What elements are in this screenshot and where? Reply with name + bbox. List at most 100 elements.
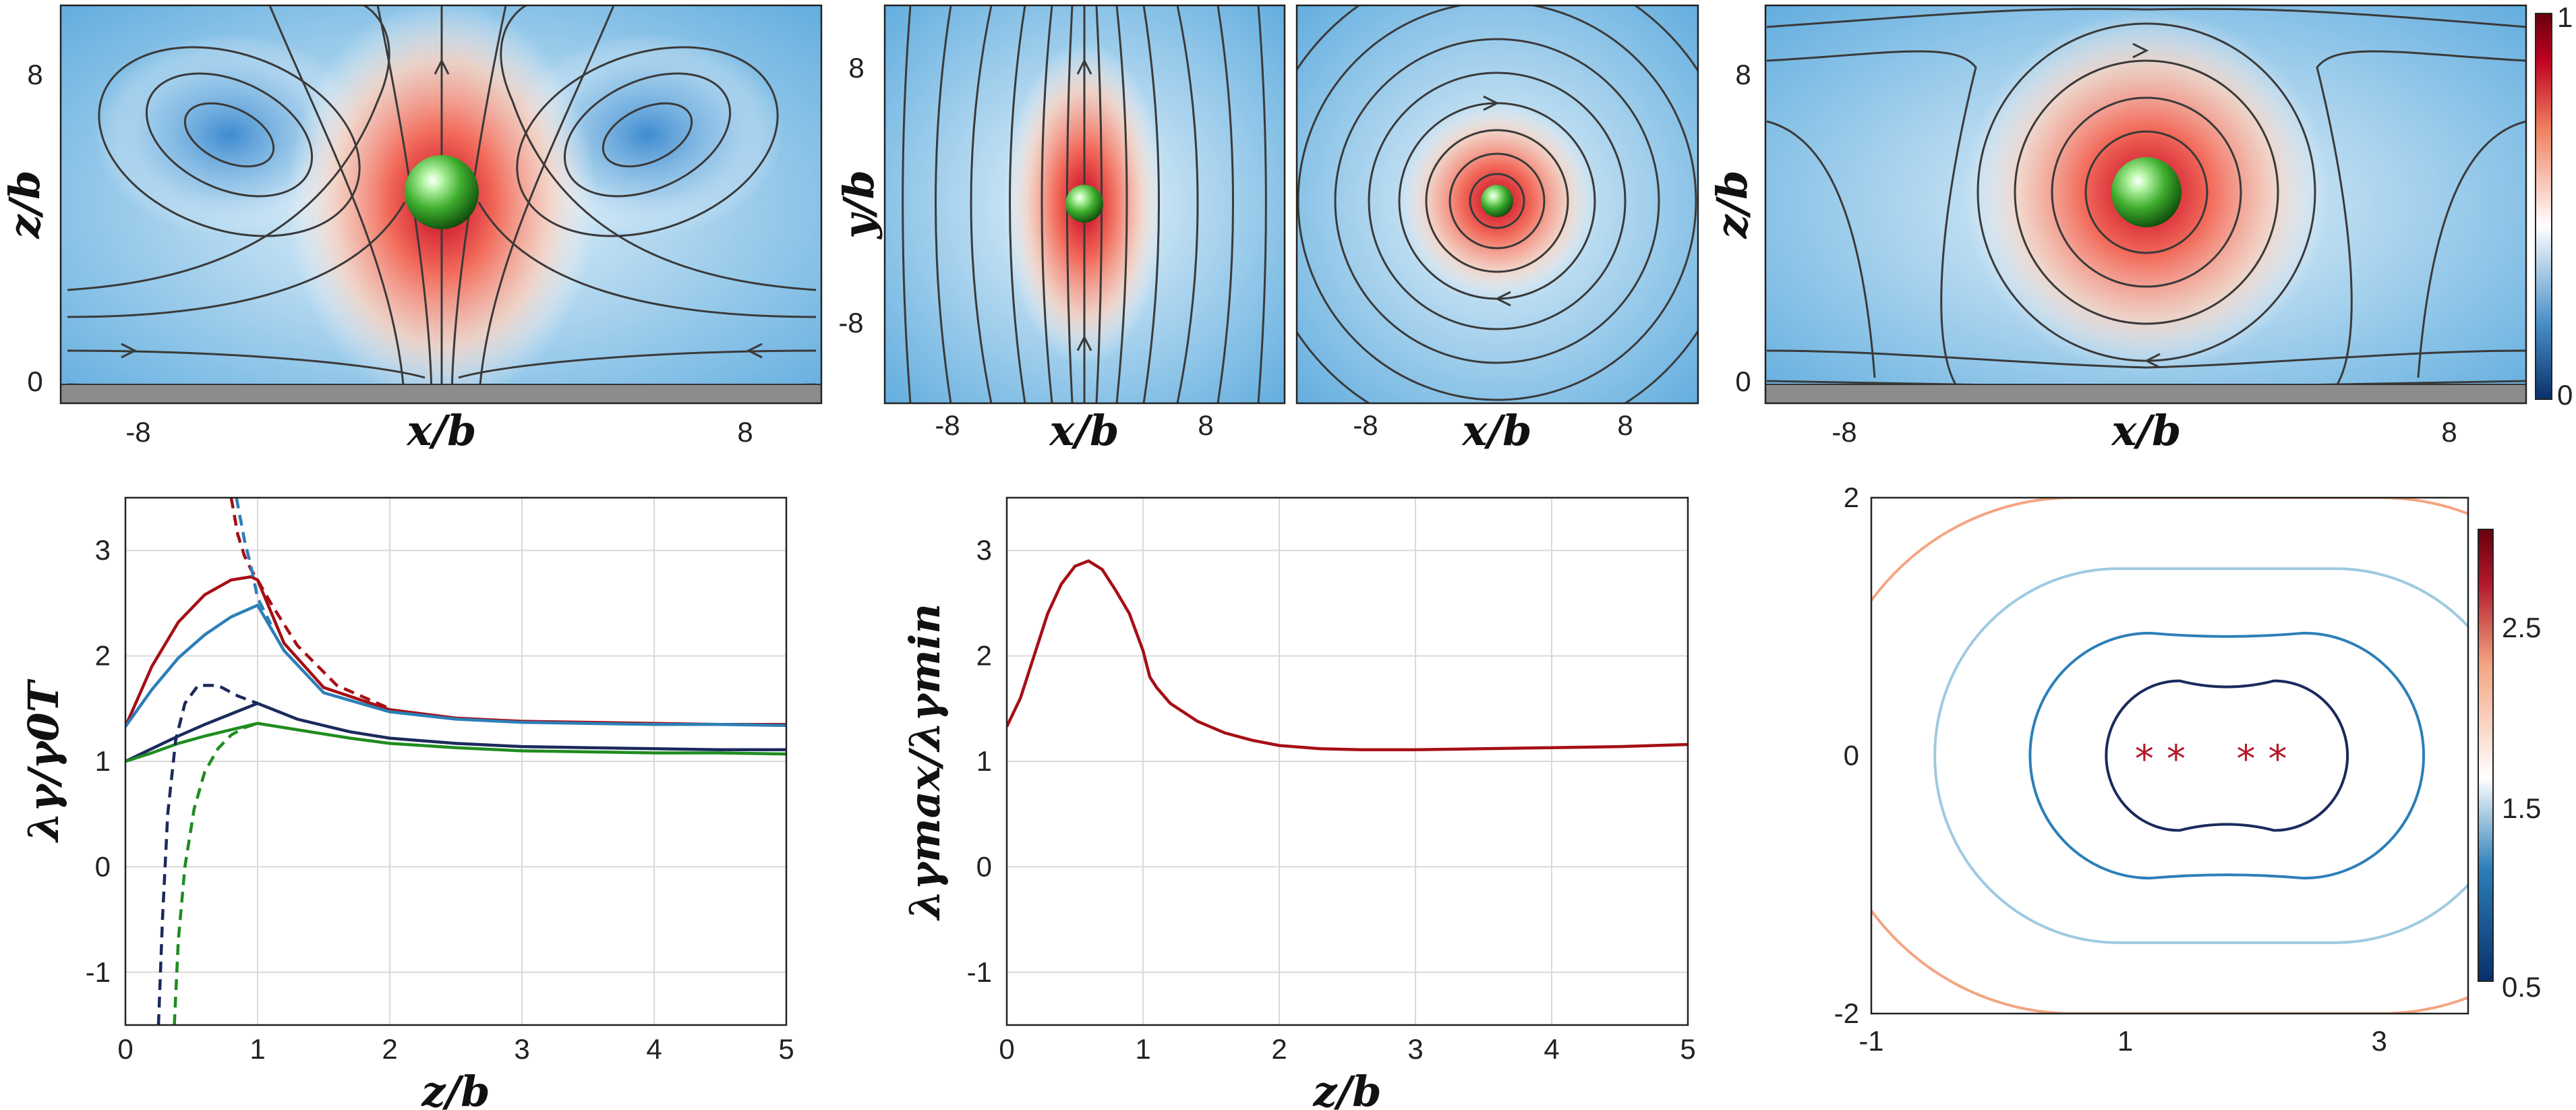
panel-a bbox=[59, 4, 823, 405]
panel-d-xtick-neg8: -8 bbox=[1832, 416, 1856, 448]
panel-f-xlabel: z/b bbox=[1312, 1067, 1381, 1110]
panel-f-xtick: 5 bbox=[1680, 1033, 1695, 1065]
panel-f-xtick: 2 bbox=[1271, 1033, 1287, 1065]
panel-b-ytick-neg8: -8 bbox=[838, 307, 863, 339]
panel-f-ytick: 3 bbox=[976, 534, 992, 566]
panel-d-ytick-0: 0 bbox=[1735, 366, 1751, 397]
panel-b-ytick-8: 8 bbox=[848, 52, 864, 84]
panel-f-ytick: 2 bbox=[976, 640, 992, 672]
panel-g-marker: * bbox=[2135, 738, 2154, 782]
panel-c-arrow bbox=[1494, 291, 1511, 307]
panel-a-arrow bbox=[121, 343, 138, 359]
panel-e-xlabel: z/b bbox=[421, 1067, 490, 1110]
panel-a-frame bbox=[59, 4, 823, 405]
panel-g-colorbar bbox=[2478, 529, 2494, 982]
panel-g-marker: * bbox=[2268, 738, 2287, 782]
panel-e-xtick: 0 bbox=[117, 1033, 133, 1065]
panel-e-series-group bbox=[125, 498, 786, 1025]
panel-f-series-ratio bbox=[1007, 559, 1688, 752]
top-row-labels: 8 0 -8 8 x/b z/b 8 -8 -8 8 x/b y/b -8 8 … bbox=[0, 1, 2573, 455]
panel-a-ylabel: z/b bbox=[0, 170, 49, 239]
panel-f: 0 1 2 3 4 5 -1 0 1 2 3 z/b λγmax/λγmin bbox=[900, 496, 1696, 1110]
panel-g-xtick: -1 bbox=[1858, 1025, 1883, 1057]
panel-g-frame bbox=[1870, 496, 2469, 1015]
panel-f-frame bbox=[1005, 496, 1689, 1026]
panel-e-series-navy bbox=[125, 701, 786, 763]
panel-d-xlabel: x/b bbox=[2111, 406, 2182, 455]
panel-c bbox=[1295, 4, 1699, 405]
panel-e-ytick: 2 bbox=[95, 640, 111, 672]
panel-g-colorbar-tick-1-5: 1.5 bbox=[2502, 792, 2541, 824]
panel-g-colorbar-tick-2-5: 2.5 bbox=[2502, 612, 2541, 643]
panel-e-series-navy-dashed bbox=[156, 684, 258, 1025]
panel-d-colorbar-max: 1 bbox=[2557, 1, 2573, 33]
panel-a-arrow bbox=[434, 58, 450, 75]
panel-e-xtick: 2 bbox=[382, 1033, 397, 1065]
panel-f-xtick: 3 bbox=[1407, 1033, 1423, 1065]
panel-f-ytick: 1 bbox=[976, 745, 992, 777]
panel-d-arrow bbox=[2132, 42, 2149, 59]
panel-e-xtick: 5 bbox=[778, 1033, 794, 1065]
panel-g-ytick: 2 bbox=[1844, 481, 1859, 513]
panel-e-ytick: -1 bbox=[86, 956, 111, 988]
panel-f-series-group bbox=[1007, 559, 1688, 752]
panel-b-arrow bbox=[1076, 58, 1092, 75]
panel-e-ylabel: λγ/γ0T bbox=[19, 679, 68, 844]
panel-b bbox=[883, 4, 1286, 405]
panel-b-streamlines bbox=[902, 5, 1267, 403]
panel-f-ytick: 0 bbox=[976, 850, 992, 882]
panel-d bbox=[1764, 4, 2552, 405]
panel-e-series-dark-red-dashed bbox=[229, 498, 390, 710]
panel-b-xtick-neg8: -8 bbox=[935, 409, 960, 441]
panel-a-xtick-8: 8 bbox=[737, 416, 753, 448]
panel-a-sphere bbox=[405, 155, 479, 229]
panel-f-xtick: 1 bbox=[1135, 1033, 1150, 1065]
panel-d-arrow bbox=[2144, 353, 2161, 369]
panel-a-wall bbox=[61, 384, 821, 403]
panel-a-arrow bbox=[746, 343, 763, 359]
panel-g-contour-level bbox=[2028, 631, 2426, 880]
panel-g-contour-level bbox=[2105, 679, 2349, 832]
panel-a-ytick-0: 0 bbox=[27, 366, 42, 397]
panel-a-streamlines bbox=[67, 5, 817, 403]
panel-g-plot-area bbox=[1871, 498, 2468, 1014]
panel-e: 0 1 2 3 4 5 -1 0 1 2 3 z/b λγ/γ0T bbox=[19, 496, 794, 1110]
panel-d-colorbar bbox=[2535, 13, 2552, 400]
panel-g-marker: * bbox=[2236, 738, 2255, 782]
panel-d-xtick-8: 8 bbox=[2441, 416, 2457, 448]
panel-a-xlabel: x/b bbox=[406, 406, 477, 455]
panel-e-series-green-dashed bbox=[173, 722, 258, 1025]
panel-f-ylabel: λγmax/λγmin bbox=[900, 604, 949, 921]
panel-b-xtick-8: 8 bbox=[1198, 409, 1213, 441]
panel-g-xtick: 3 bbox=[2372, 1025, 2387, 1057]
panel-g-marker: * bbox=[2167, 738, 2186, 782]
panel-e-ytick: 3 bbox=[95, 534, 111, 566]
panel-g-xtick: 1 bbox=[2117, 1025, 2133, 1057]
panel-c-frame bbox=[1295, 4, 1699, 405]
panel-f-xtick: 4 bbox=[1544, 1033, 1559, 1065]
panel-a-ytick-8: 8 bbox=[27, 59, 42, 90]
panel-a-xtick-neg8: -8 bbox=[125, 416, 150, 448]
panel-c-arrow bbox=[1483, 95, 1500, 111]
panel-e-ytick: 0 bbox=[95, 850, 111, 882]
panel-b-frame bbox=[883, 4, 1286, 405]
panel-f-ytick: -1 bbox=[967, 956, 992, 988]
panel-g-colorbar-tick-0-5: 0.5 bbox=[2502, 971, 2541, 1003]
panel-e-series-green bbox=[125, 722, 786, 763]
panel-e-xtick: 1 bbox=[250, 1033, 265, 1065]
panel-f-xtick: 0 bbox=[999, 1033, 1014, 1065]
panel-b-sphere bbox=[1065, 185, 1103, 223]
panel-c-xtick-neg8: -8 bbox=[1353, 409, 1378, 441]
panel-d-ytick-8: 8 bbox=[1735, 59, 1751, 90]
panel-b-arrow bbox=[1076, 334, 1092, 351]
panel-g-ytick: 0 bbox=[1844, 740, 1859, 771]
panel-b-xlabel: x/b bbox=[1049, 406, 1119, 455]
panel-d-frame bbox=[1764, 4, 2527, 405]
panel-e-ytick: 1 bbox=[95, 745, 111, 777]
panel-e-series-blue-dashed bbox=[235, 498, 272, 625]
panel-g-ytick: -2 bbox=[1834, 997, 1859, 1029]
panel-d-sphere bbox=[2111, 157, 2182, 227]
panel-c-xlabel: x/b bbox=[1461, 406, 1532, 455]
panel-c-xtick-8: 8 bbox=[1617, 409, 1633, 441]
